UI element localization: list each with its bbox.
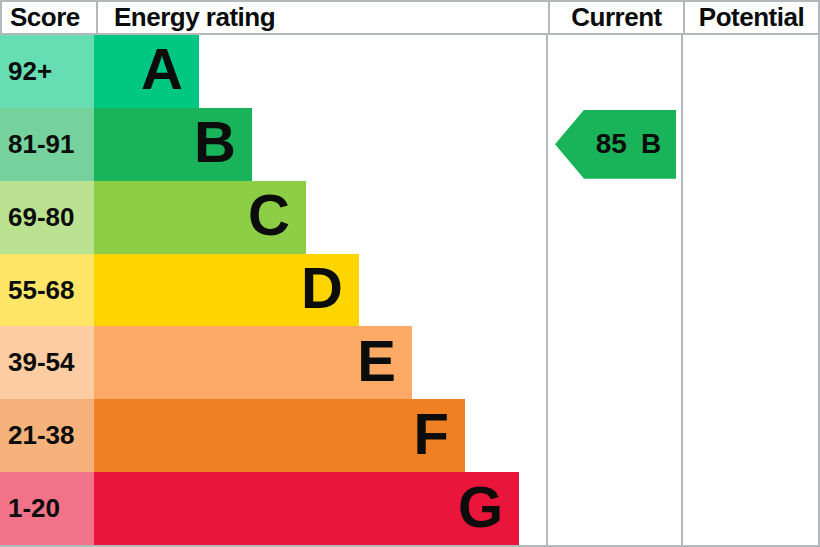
band-row: 21-38 F <box>0 399 546 472</box>
band-letter: A <box>141 40 183 98</box>
band-row: 69-80 C <box>0 181 546 254</box>
header-score: Score <box>2 2 96 33</box>
header-energy-rating: Energy rating <box>96 2 548 33</box>
band-letter: E <box>357 332 396 390</box>
score-cell: 55-68 <box>0 254 94 327</box>
rating-bar: C <box>94 181 306 254</box>
score-cell: 1-20 <box>0 472 94 545</box>
band-letter: G <box>458 478 503 536</box>
rating-bar: A <box>94 35 199 108</box>
band-row: 92+ A <box>0 35 546 108</box>
rating-bar: G <box>94 472 519 545</box>
bar-cell: E <box>94 326 546 399</box>
score-range: 21-38 <box>8 420 75 451</box>
potential-column <box>681 35 818 545</box>
rating-bar: E <box>94 326 412 399</box>
score-range: 69-80 <box>8 202 75 233</box>
current-column: 85 B <box>546 35 681 545</box>
chart-body: 92+ A 81-91 B 69-80 C 55-68 <box>0 35 818 545</box>
header-potential: Potential <box>683 2 818 33</box>
band-letter: C <box>248 186 290 244</box>
band-letter: F <box>414 405 449 463</box>
current-band-letter: B <box>641 128 661 160</box>
score-cell: 39-54 <box>0 326 94 399</box>
score-range: 1-20 <box>8 493 60 524</box>
score-cell: 21-38 <box>0 399 94 472</box>
epc-rows: 92+ A 81-91 B 69-80 C 55-68 <box>0 35 546 545</box>
bar-cell: G <box>94 472 546 545</box>
band-row: 39-54 E <box>0 326 546 399</box>
band-row: 81-91 B <box>0 108 546 181</box>
epc-rating-chart: Score Energy rating Current Potential 92… <box>0 0 820 547</box>
bar-cell: F <box>94 399 546 472</box>
current-score-value: 85 <box>596 128 627 160</box>
band-row: 55-68 D <box>0 254 546 327</box>
current-rating-arrow: 85 B <box>555 110 676 179</box>
header-current: Current <box>548 2 683 33</box>
score-range: 55-68 <box>8 275 75 306</box>
score-range: 81-91 <box>8 129 75 160</box>
rating-bar: D <box>94 254 359 327</box>
score-range: 92+ <box>8 56 52 87</box>
bar-cell: A <box>94 35 546 108</box>
rating-bar: B <box>94 108 252 181</box>
score-range: 39-54 <box>8 347 75 378</box>
score-cell: 92+ <box>0 35 94 108</box>
score-cell: 69-80 <box>0 181 94 254</box>
bar-cell: C <box>94 181 546 254</box>
band-letter: D <box>301 259 343 317</box>
score-cell: 81-91 <box>0 108 94 181</box>
header-row: Score Energy rating Current Potential <box>0 2 818 35</box>
band-row: 1-20 G <box>0 472 546 545</box>
rating-bar: F <box>94 399 465 472</box>
band-letter: B <box>194 113 236 171</box>
bar-cell: D <box>94 254 546 327</box>
bar-cell: B <box>94 108 546 181</box>
